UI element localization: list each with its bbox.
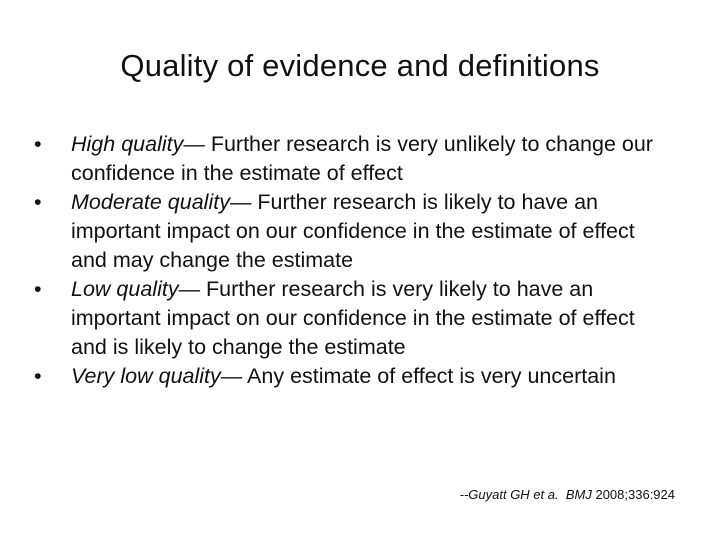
em-dash: —: [178, 277, 201, 301]
quality-term: Very low quality: [71, 364, 221, 388]
quality-definition: Further research is likely to have an im…: [71, 190, 635, 272]
citation: --Guyatt GH et a. BMJ 2008;336:924: [460, 487, 675, 502]
quality-definition: Any estimate of effect is very uncertain: [242, 364, 616, 388]
bullet-icon: •: [34, 364, 42, 388]
list-item-moderate-quality: • Moderate quality— Further research is …: [34, 188, 674, 275]
bullet-icon: •: [34, 190, 42, 214]
quality-definition: Further research is very likely to have …: [71, 277, 635, 359]
quality-definition: Further research is very unlikely to cha…: [71, 132, 653, 185]
em-dash: —: [183, 132, 205, 156]
citation-ref: 2008;336:924: [595, 487, 675, 502]
slide-title: Quality of evidence and definitions: [120, 48, 600, 83]
list-item-very-low-quality: • Very low quality— Any estimate of effe…: [34, 362, 674, 391]
em-dash: —: [220, 364, 243, 388]
quality-term: Low quality: [71, 277, 179, 301]
bullet-icon: •: [34, 132, 42, 156]
citation-authors: --Guyatt GH et a.: [459, 487, 559, 502]
definitions-list: • High quality— Further research is very…: [34, 130, 674, 391]
bullet-icon: •: [34, 277, 42, 301]
list-item-low-quality: • Low quality— Further research is very …: [34, 275, 674, 362]
quality-term: Moderate quality: [71, 190, 230, 214]
list-item-high-quality: • High quality— Further research is very…: [34, 130, 674, 188]
quality-term: High quality: [71, 132, 184, 156]
em-dash: —: [229, 190, 252, 214]
citation-journal: BMJ: [565, 487, 592, 502]
